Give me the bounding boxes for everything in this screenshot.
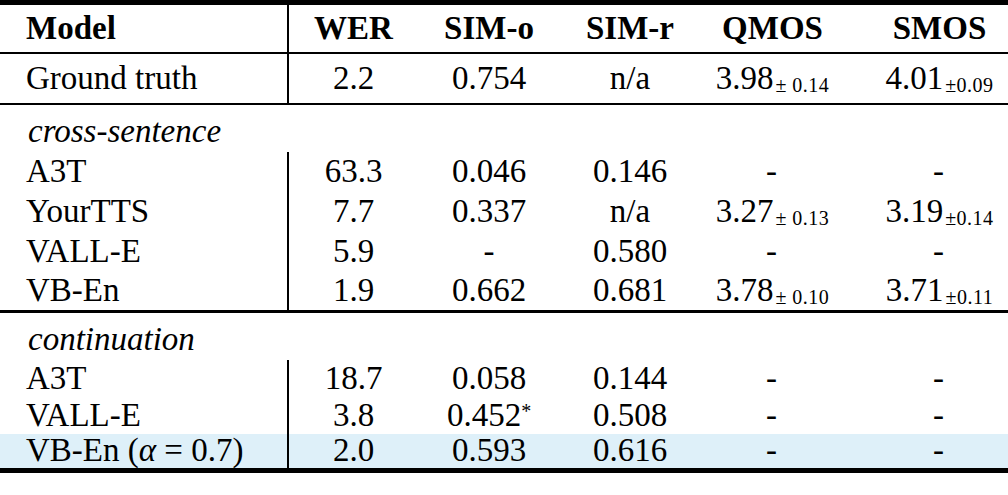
row-vb-en-cross-sentence: VB-En 1.9 0.662 0.681 3.78± 0.10 3.71±0.… xyxy=(0,272,1008,312)
cell-sim-o: 0.046 xyxy=(418,152,560,192)
cell-qmos: - xyxy=(700,360,845,397)
col-header-smos: SMOS xyxy=(845,3,1008,53)
section-label-cross-sentence: cross-sentence xyxy=(0,104,1008,152)
cell-smos: 3.71±0.11 xyxy=(845,272,1008,312)
cell-model: VB-En (α = 0.7) xyxy=(0,434,288,471)
qmos-stddev: ± 0.13 xyxy=(775,207,829,229)
qmos-stddev: ± 0.14 xyxy=(775,74,829,96)
cell-model: YourTTS xyxy=(0,192,288,232)
row-vall-e-cross-sentence: VALL-E 5.9 - 0.580 - - xyxy=(0,232,1008,272)
smos-stddev: ±0.14 xyxy=(945,207,993,229)
col-header-sim-r: SIM-r xyxy=(560,3,700,53)
cell-qmos: - xyxy=(700,152,845,192)
section-label-continuation: continuation xyxy=(0,312,1008,360)
row-vb-en-alpha-highlighted: VB-En (α = 0.7) 2.0 0.593 0.616 - - xyxy=(0,434,1008,471)
cell-smos: - xyxy=(845,434,1008,471)
cell-sim-o: 0.337 xyxy=(418,192,560,232)
row-vall-e-continuation: VALL-E 3.8 0.452* 0.508 - - xyxy=(0,397,1008,434)
cell-sim-r: 0.508 xyxy=(560,397,700,434)
col-header-wer: WER xyxy=(288,3,418,53)
cell-smos: - xyxy=(845,397,1008,434)
cell-qmos: 3.98± 0.14 xyxy=(700,53,845,104)
cell-sim-r: 0.580 xyxy=(560,232,700,272)
section-label-text: continuation xyxy=(0,312,1008,360)
significance-asterisk: * xyxy=(521,400,531,422)
header-row: Model WER SIM-o SIM-r QMOS SMOS xyxy=(0,3,1008,53)
row-a3t-cross-sentence: A3T 63.3 0.046 0.146 - - xyxy=(0,152,1008,192)
cell-model: Ground truth xyxy=(0,53,288,104)
cell-qmos: 3.78± 0.10 xyxy=(700,272,845,312)
cell-sim-r: 0.144 xyxy=(560,360,700,397)
cell-qmos: - xyxy=(700,434,845,471)
cell-qmos: 3.27± 0.13 xyxy=(700,192,845,232)
cell-sim-o: 0.662 xyxy=(418,272,560,312)
cell-wer: 1.9 xyxy=(288,272,418,312)
cell-wer: 3.8 xyxy=(288,397,418,434)
cell-sim-r: 0.146 xyxy=(560,152,700,192)
cell-model: A3T xyxy=(0,360,288,397)
cell-sim-o: 0.058 xyxy=(418,360,560,397)
cell-sim-r: n/a xyxy=(560,192,700,232)
cell-smos: 4.01±0.09 xyxy=(845,53,1008,104)
cell-sim-o: 0.754 xyxy=(418,53,560,104)
cell-smos: - xyxy=(845,360,1008,397)
cell-wer: 18.7 xyxy=(288,360,418,397)
cell-sim-r: 0.616 xyxy=(560,434,700,471)
cell-wer: 2.0 xyxy=(288,434,418,471)
cell-smos: - xyxy=(845,232,1008,272)
cell-model: VB-En xyxy=(0,272,288,312)
row-yourtts: YourTTS 7.7 0.337 n/a 3.27± 0.13 3.19±0.… xyxy=(0,192,1008,232)
row-a3t-continuation: A3T 18.7 0.058 0.144 - - xyxy=(0,360,1008,397)
cell-wer: 7.7 xyxy=(288,192,418,232)
cell-sim-o: - xyxy=(418,232,560,272)
cell-sim-r: 0.681 xyxy=(560,272,700,312)
cell-smos: - xyxy=(845,152,1008,192)
cell-sim-r: n/a xyxy=(560,53,700,104)
cell-model: VALL-E xyxy=(0,397,288,434)
row-ground-truth: Ground truth 2.2 0.754 n/a 3.98± 0.14 4.… xyxy=(0,53,1008,104)
smos-stddev: ±0.11 xyxy=(946,286,994,308)
cell-sim-o: 0.593 xyxy=(418,434,560,471)
cell-smos: 3.19±0.14 xyxy=(845,192,1008,232)
cell-qmos: - xyxy=(700,232,845,272)
col-header-sim-o: SIM-o xyxy=(418,3,560,53)
cell-model: A3T xyxy=(0,152,288,192)
section-label-text: cross-sentence xyxy=(0,104,1008,152)
cell-wer: 63.3 xyxy=(288,152,418,192)
cell-wer: 5.9 xyxy=(288,232,418,272)
qmos-stddev: ± 0.10 xyxy=(775,286,829,308)
cell-qmos: - xyxy=(700,397,845,434)
cell-wer: 2.2 xyxy=(288,53,418,104)
smos-stddev: ±0.09 xyxy=(945,74,993,96)
col-header-model: Model xyxy=(0,3,288,53)
cell-sim-o: 0.452* xyxy=(418,397,560,434)
cell-model: VALL-E xyxy=(0,232,288,272)
results-table: Model WER SIM-o SIM-r QMOS SMOS Ground t… xyxy=(0,0,1008,473)
alpha-symbol: α xyxy=(139,434,156,469)
col-header-qmos: QMOS xyxy=(700,3,845,53)
